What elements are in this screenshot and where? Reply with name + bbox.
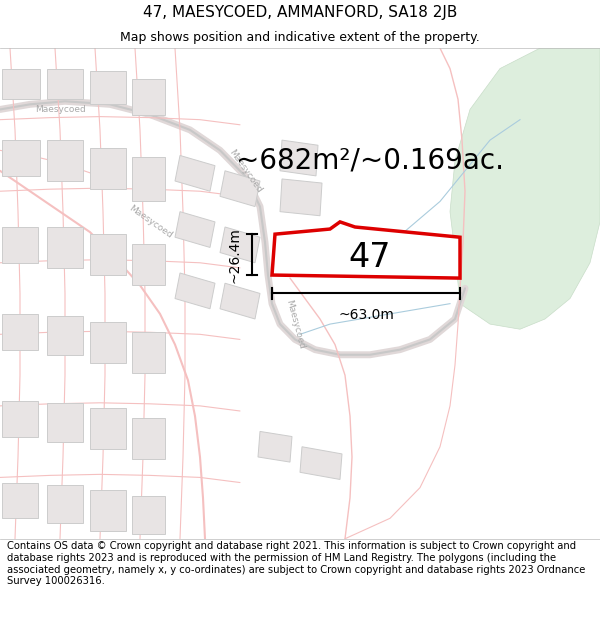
Polygon shape: [47, 484, 83, 523]
Polygon shape: [450, 48, 600, 329]
Text: ~26.4m: ~26.4m: [228, 227, 242, 282]
Polygon shape: [280, 179, 322, 216]
Polygon shape: [47, 69, 83, 99]
Polygon shape: [220, 283, 260, 319]
Text: ~63.0m: ~63.0m: [338, 308, 394, 322]
Polygon shape: [2, 69, 40, 99]
Polygon shape: [47, 140, 83, 181]
Polygon shape: [280, 140, 318, 176]
Polygon shape: [220, 227, 260, 262]
Polygon shape: [175, 156, 215, 191]
Polygon shape: [90, 71, 126, 104]
Text: Maesycoed: Maesycoed: [35, 105, 85, 114]
Polygon shape: [175, 212, 215, 248]
Polygon shape: [47, 227, 83, 268]
Polygon shape: [90, 148, 126, 189]
Polygon shape: [132, 496, 165, 534]
Polygon shape: [2, 314, 38, 349]
Polygon shape: [90, 408, 126, 449]
Polygon shape: [272, 222, 460, 278]
Text: Maesycoed: Maesycoed: [127, 204, 173, 240]
Polygon shape: [90, 234, 126, 275]
Polygon shape: [90, 490, 126, 531]
Text: Maesycoed: Maesycoed: [284, 298, 306, 350]
Polygon shape: [175, 273, 215, 309]
Text: Maesycoed: Maesycoed: [227, 148, 263, 194]
Polygon shape: [2, 227, 38, 262]
Polygon shape: [47, 402, 83, 442]
Polygon shape: [132, 244, 165, 285]
Polygon shape: [132, 158, 165, 201]
Text: ~682m²/~0.169ac.: ~682m²/~0.169ac.: [236, 146, 504, 174]
Polygon shape: [220, 171, 260, 206]
Polygon shape: [47, 316, 83, 355]
Text: Contains OS data © Crown copyright and database right 2021. This information is : Contains OS data © Crown copyright and d…: [7, 541, 586, 586]
Polygon shape: [2, 482, 38, 518]
Text: 47: 47: [349, 241, 391, 274]
Polygon shape: [132, 79, 165, 114]
Polygon shape: [132, 332, 165, 373]
Polygon shape: [90, 322, 126, 363]
Polygon shape: [132, 418, 165, 459]
Polygon shape: [2, 401, 38, 436]
Text: Map shows position and indicative extent of the property.: Map shows position and indicative extent…: [120, 31, 480, 44]
Polygon shape: [2, 140, 40, 176]
Text: 47, MAESYCOED, AMMANFORD, SA18 2JB: 47, MAESYCOED, AMMANFORD, SA18 2JB: [143, 4, 457, 19]
Polygon shape: [300, 447, 342, 479]
Polygon shape: [258, 431, 292, 462]
